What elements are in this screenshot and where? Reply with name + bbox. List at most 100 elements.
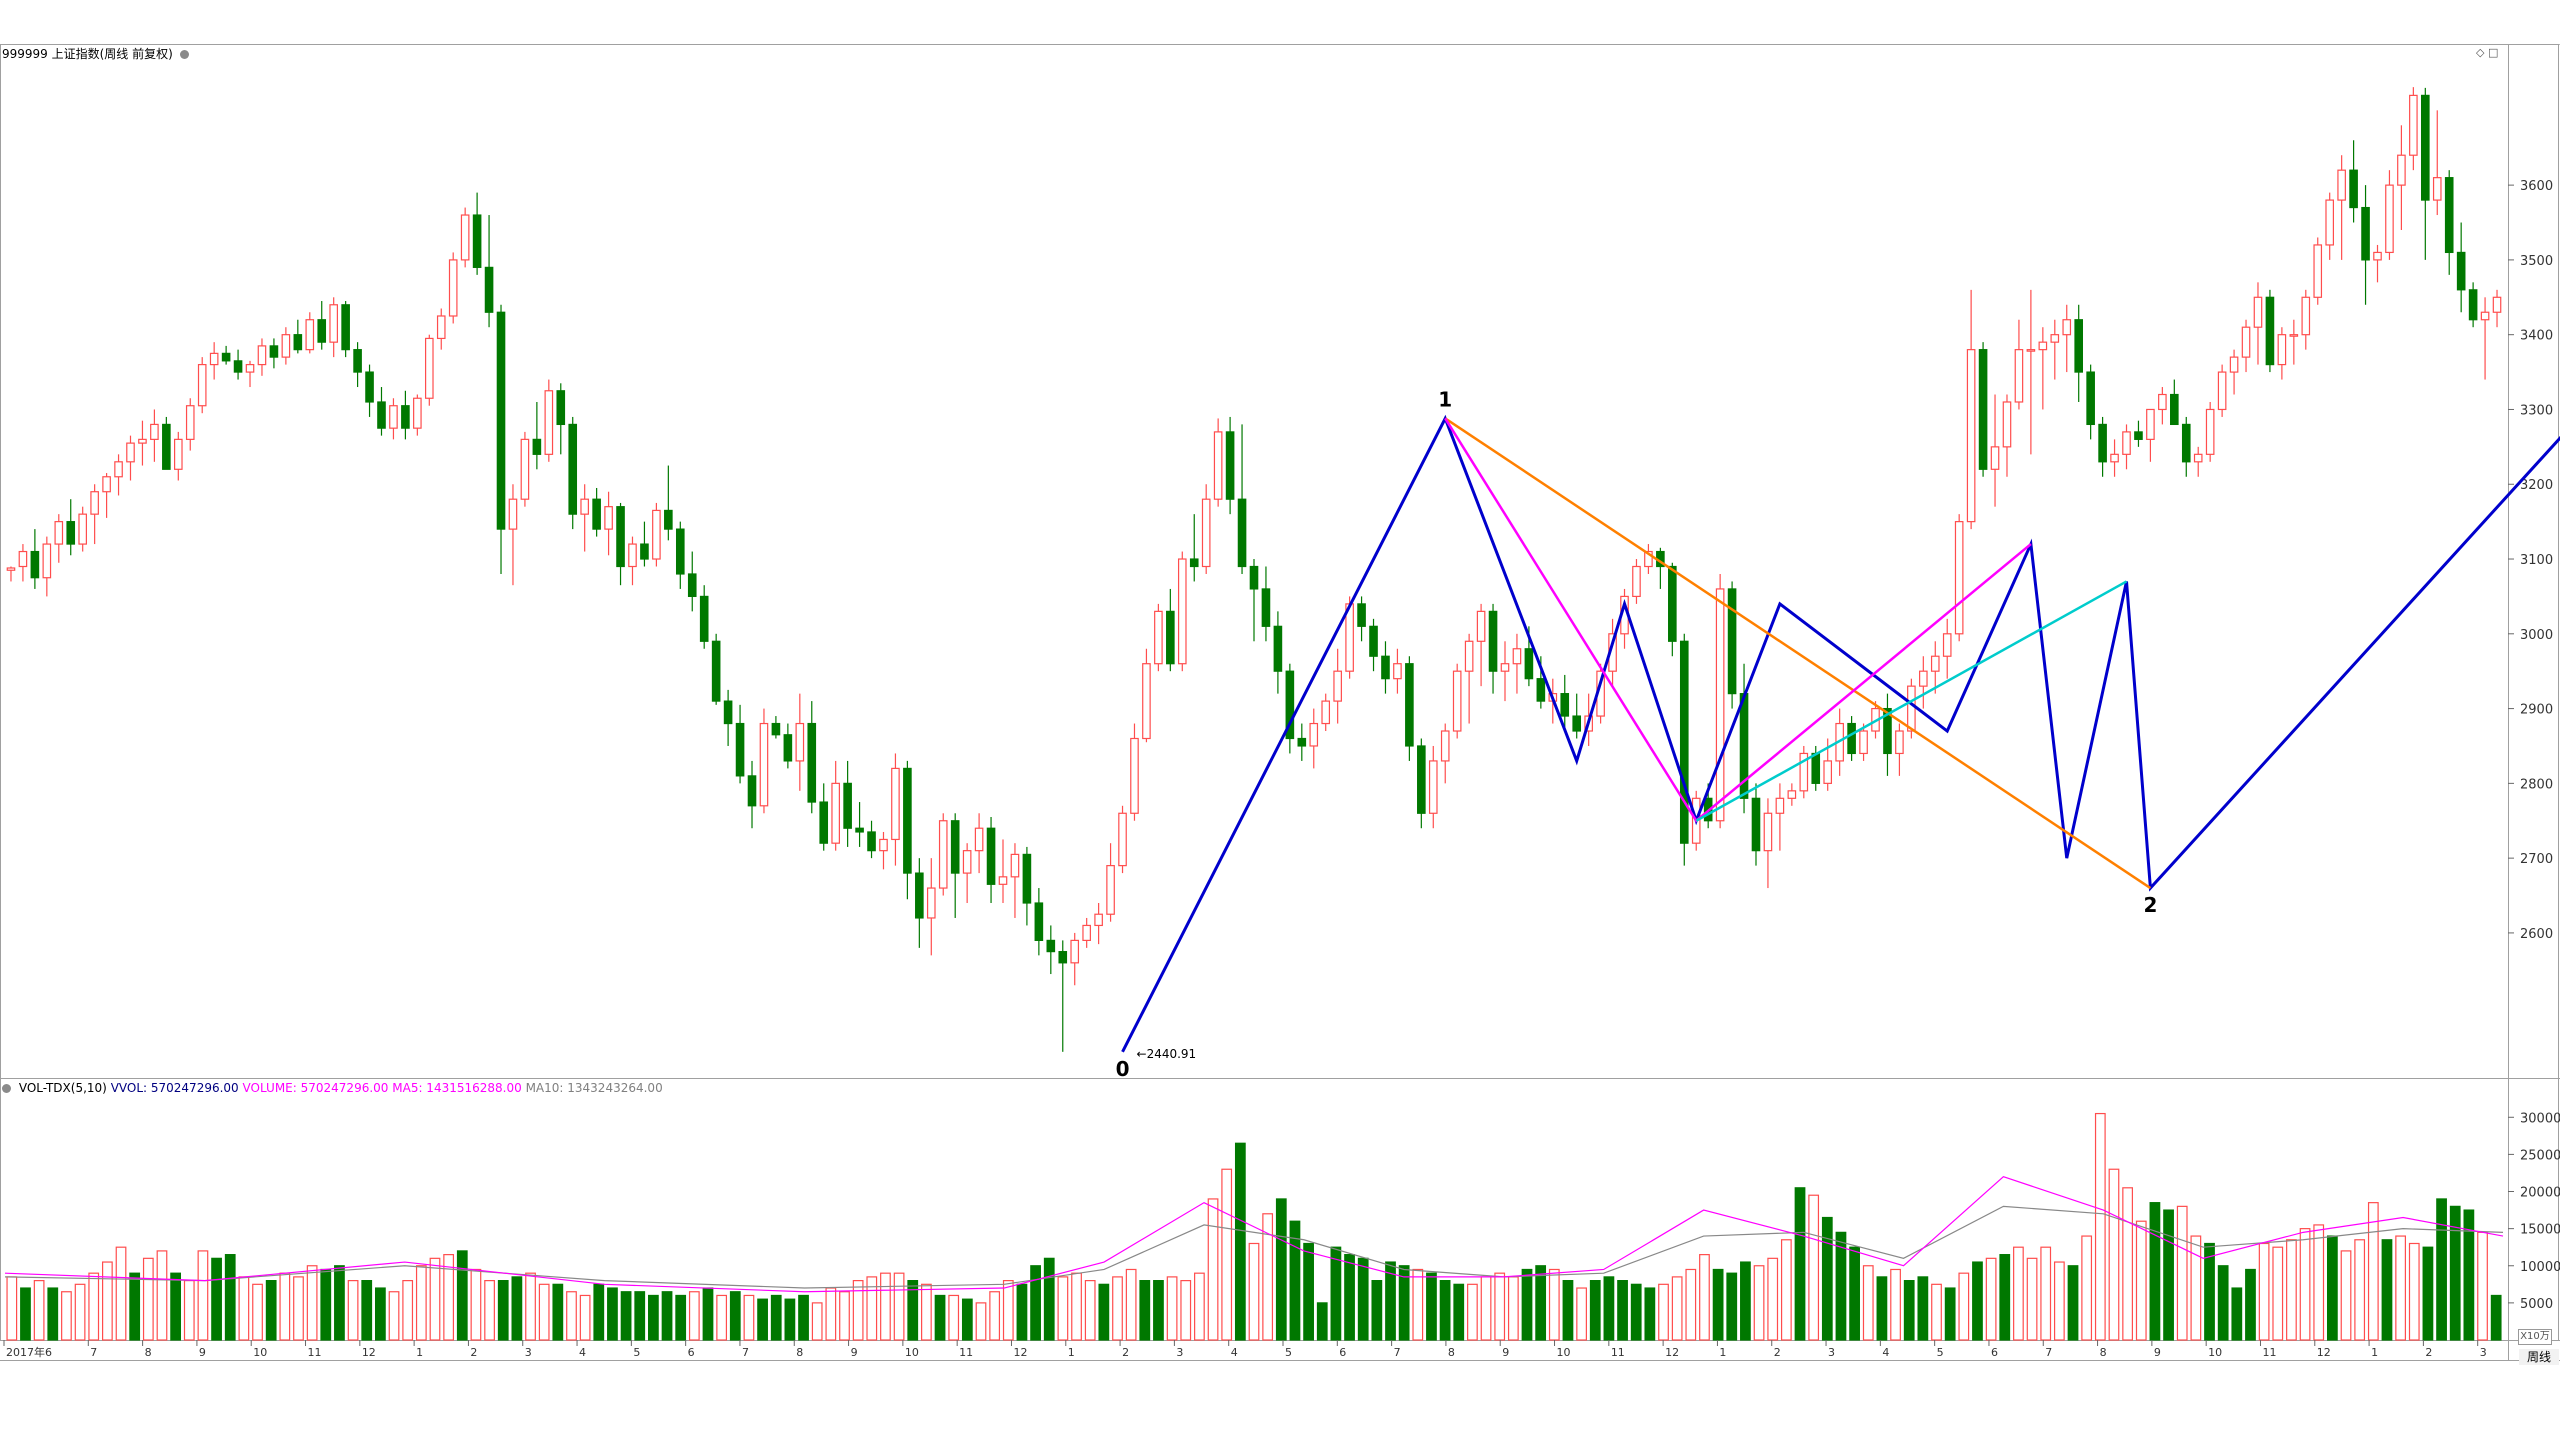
candle-body [1930,655,1940,672]
candle-body [568,423,578,515]
volume-ma5-line [4,1175,2504,1293]
candle-body [1309,722,1319,747]
candle-body [1763,812,1773,852]
volume-bar [1835,1231,1847,1341]
candle-body [1273,625,1283,672]
candle-body [1058,951,1068,964]
candle-body [1201,498,1211,568]
candle-body [986,827,996,885]
candle-body [711,640,721,702]
volume-bar [634,1291,646,1341]
candle-body [1177,558,1187,665]
date-tick-label: 7 [2045,1346,2052,1359]
candle-body [257,345,267,366]
date-tick-label: 3 [525,1346,532,1359]
volume-bar [1917,1276,1929,1341]
date-tick-label: 10 [905,1346,919,1359]
volume-bar [743,1294,755,1341]
candle-body [269,345,279,358]
date-tick-label: 11 [2262,1346,2276,1359]
volume-bar [1207,1198,1219,1341]
candle-body [2373,251,2382,261]
candle-body [1189,558,1199,568]
volume-bar [361,1280,373,1341]
candle-body [926,887,936,919]
volume-bar [2367,1202,2379,1341]
candle-body [1070,939,1080,964]
candle-body [2229,356,2239,373]
volume-bar [1876,1276,1888,1341]
volume-bar [2122,1187,2133,1341]
volume-tick-label: 5000 [2520,1297,2553,1312]
volume-bar [1767,1257,1779,1341]
candle-body [329,304,338,343]
candle-body [628,543,637,568]
candle-body [2241,326,2251,358]
candle-body [2205,408,2215,455]
volume-bar [211,1257,222,1341]
volume-bar [1385,1261,1396,1341]
candle-body [1010,853,1020,878]
candle-body [2337,169,2346,201]
volume-bar [566,1291,577,1341]
volume-bar [1726,1272,1738,1341]
volume-bar [1890,1268,1901,1341]
candle-body [771,722,781,736]
volume-bar [1426,1272,1437,1341]
volume-bar [661,1291,673,1341]
candle-body [2289,334,2299,337]
candle-body [532,438,542,455]
volume-bar [129,1272,141,1341]
candle-body [150,423,159,440]
volume-bar [2258,1242,2270,1341]
volume-bar [2422,1246,2434,1341]
volume-bar [1931,1283,1942,1341]
volume-bar [1016,1283,1028,1341]
volume-bar [2149,1202,2161,1341]
volume-bar [306,1265,318,1341]
volume-bar [1289,1220,1301,1341]
volume-settings-gear-icon[interactable] [2,1084,11,1093]
candle-body [18,550,28,568]
volume-bar [1030,1265,1041,1341]
price-tick-label: 3600 [2520,179,2553,194]
wave-line-magenta [1444,417,2032,823]
date-tick-label: 10 [253,1346,267,1359]
candle-body [2444,177,2454,254]
window-controls[interactable]: ◇ □ [2476,46,2499,59]
date-tick-label: 5 [1937,1346,1944,1359]
volume-scale-button[interactable]: X10万 [2518,1329,2552,1345]
price-tick-label: 2900 [2520,703,2553,718]
volume-bar [2490,1294,2502,1341]
candle-body [2062,319,2072,336]
volume-bar [688,1291,700,1341]
volume-bar [20,1287,31,1341]
volume-bar [839,1291,850,1341]
settings-gear-icon[interactable] [179,50,189,59]
date-tick-label: 4 [1231,1346,1238,1359]
candle-body [2170,393,2179,426]
volume-bar [1685,1268,1697,1341]
volume-bar [825,1287,837,1341]
candle-body [2002,401,2012,448]
chart-frame [0,44,2559,1341]
candle-body [2385,184,2394,254]
price-tick-label: 2800 [2520,777,2553,792]
candle-body [855,827,864,833]
candle-body [2301,296,2311,336]
candle-body [950,820,960,874]
candle-body [1512,648,1522,665]
volume-bar [511,1276,523,1341]
volume-bar [1603,1276,1615,1341]
volume-bar [279,1272,291,1341]
candle-body [2349,169,2358,209]
candle-body [1321,700,1331,725]
ma10-value: MA10: 1343243264.00 [525,1081,663,1095]
date-tick-label: 8 [2100,1346,2107,1359]
candle-body [2038,341,2048,351]
volume-bar [893,1272,905,1341]
period-weekly-button[interactable]: 周线 [2519,1349,2559,1365]
candle-body [197,363,207,407]
date-tick-label: 4 [1882,1346,1889,1359]
